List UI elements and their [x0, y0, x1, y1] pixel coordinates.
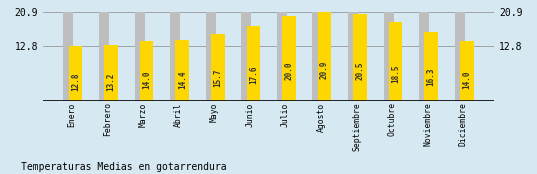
Bar [176, 40, 189, 101]
Bar [104, 45, 118, 101]
Bar [135, 12, 144, 101]
Text: 16.3: 16.3 [427, 67, 436, 86]
Bar [63, 12, 74, 101]
Bar [206, 12, 216, 101]
Bar [170, 12, 180, 101]
Bar [455, 12, 465, 101]
Bar [282, 16, 296, 101]
Bar [140, 41, 154, 101]
Bar [318, 12, 331, 101]
Bar [389, 22, 402, 101]
Bar [69, 46, 82, 101]
Bar [348, 12, 358, 101]
Text: 20.9: 20.9 [320, 61, 329, 79]
Text: Temperaturas Medias en gotarrendura: Temperaturas Medias en gotarrendura [21, 162, 227, 172]
Text: 14.0: 14.0 [462, 71, 471, 89]
Bar [419, 12, 429, 101]
Bar [460, 41, 474, 101]
Text: 12.8: 12.8 [71, 73, 80, 91]
Text: 15.7: 15.7 [213, 68, 222, 87]
Text: 14.4: 14.4 [178, 70, 187, 89]
Text: 17.6: 17.6 [249, 65, 258, 84]
Bar [246, 26, 260, 101]
Text: 20.5: 20.5 [355, 61, 365, 80]
Bar [99, 12, 109, 101]
Bar [353, 14, 367, 101]
Bar [277, 12, 287, 101]
Text: 18.5: 18.5 [391, 64, 400, 83]
Bar [313, 12, 322, 101]
Bar [211, 34, 224, 101]
Text: 14.0: 14.0 [142, 71, 151, 89]
Bar [424, 32, 438, 101]
Text: 20.0: 20.0 [285, 62, 293, 80]
Bar [241, 12, 251, 101]
Text: 13.2: 13.2 [107, 72, 115, 90]
Bar [383, 12, 394, 101]
